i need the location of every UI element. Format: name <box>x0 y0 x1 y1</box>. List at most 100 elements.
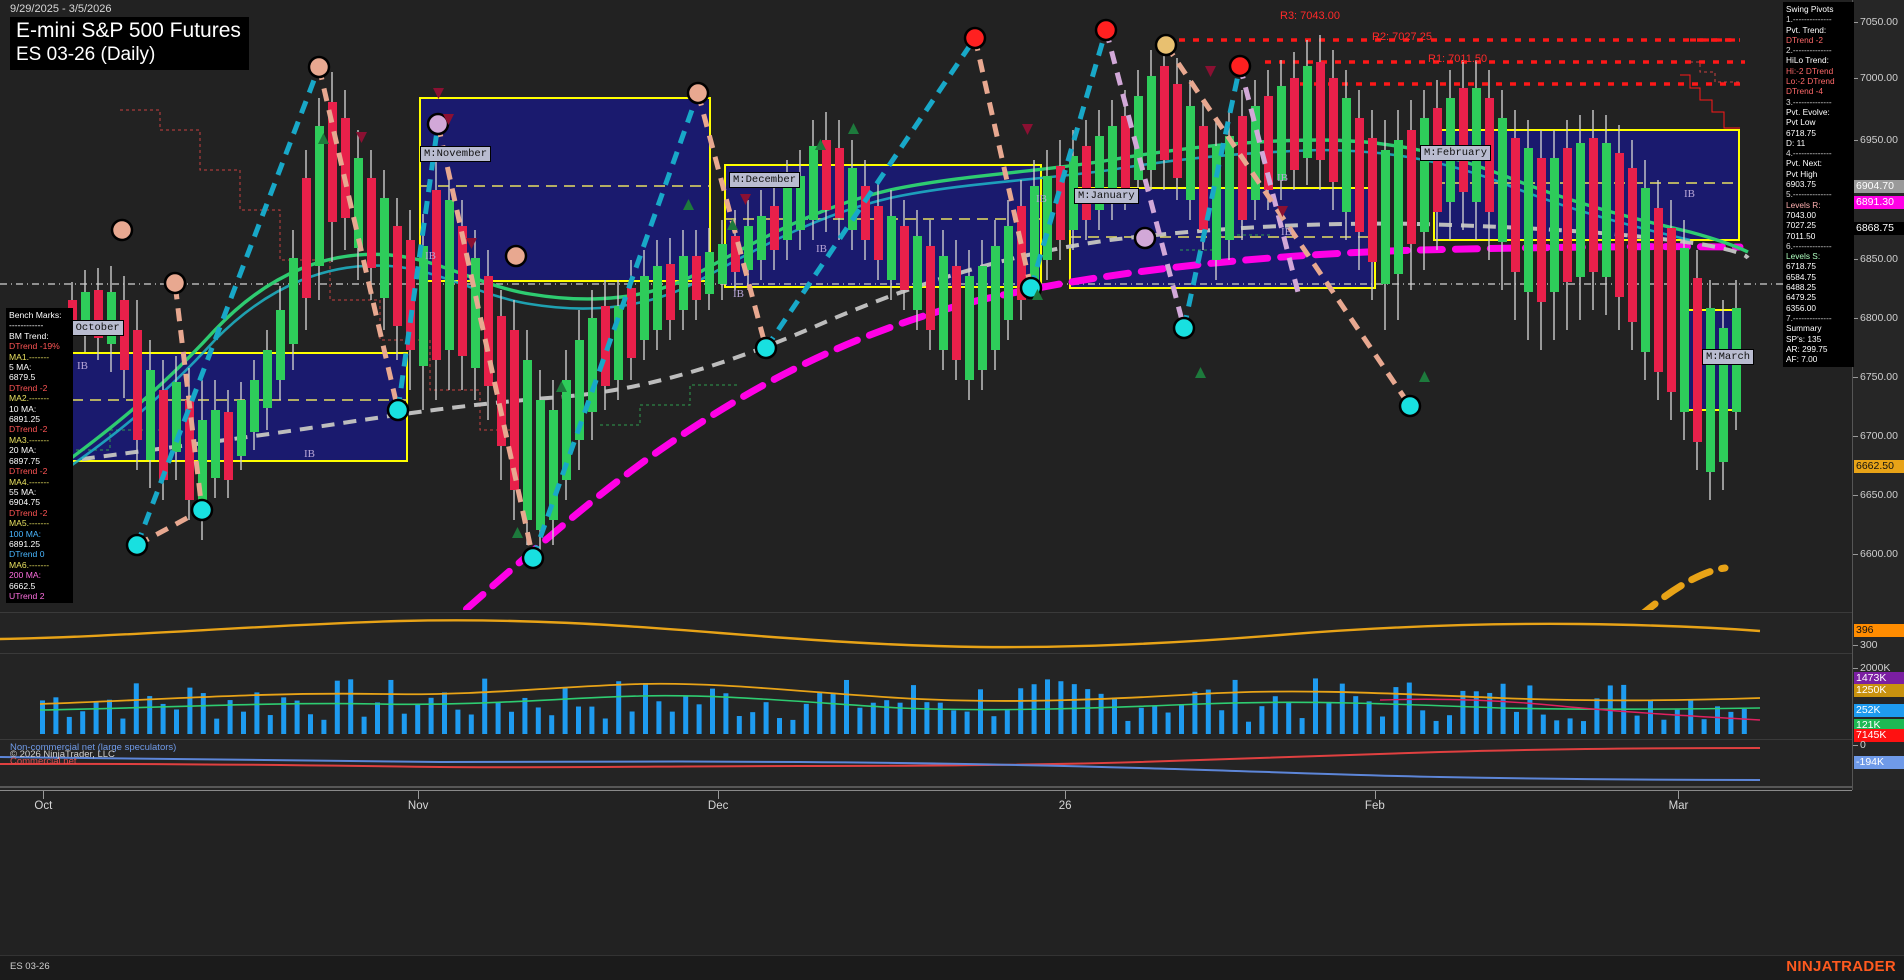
benchmark-row: UTrend 2 <box>9 590 45 601</box>
volume-bar <box>1313 678 1318 734</box>
benchmark-row: 6904.75 <box>9 497 41 508</box>
volume-bar <box>1648 700 1653 734</box>
ib-label: IB <box>1036 193 1047 205</box>
ib-label: IB <box>733 288 744 300</box>
month-chip-december[interactable]: M:December <box>729 172 801 188</box>
swing-pivot-row: Pvt. Next: <box>1786 158 1822 169</box>
swing-pivot-row: Pvt. Trend: <box>1786 24 1827 35</box>
swing-pivot-row: 1.-------------- <box>1786 14 1832 25</box>
swing-pivot-row: 2.-------------- <box>1786 45 1832 56</box>
volume-bar <box>200 693 206 734</box>
volume-bar <box>147 696 153 734</box>
price-axis-tick: 6700.00 <box>1853 430 1904 442</box>
benchmark-row: DTrend -2 <box>9 507 48 518</box>
volume-bar <box>174 709 179 734</box>
oscillator-marker[interactable]: 396 <box>1854 624 1904 637</box>
swing-pivot-row: SP's: 135 <box>1786 333 1822 344</box>
last-price-marker[interactable]: 6904.70 <box>1854 180 1904 193</box>
volume-axis-tick: 2000K <box>1853 662 1904 674</box>
volume-bar <box>803 703 809 734</box>
swing-trendlines <box>134 29 1413 559</box>
candlestick-series <box>68 35 1741 560</box>
volume-pane[interactable] <box>0 653 1852 739</box>
benchmark-row: DTrend -2 <box>9 466 48 477</box>
volume-bar <box>1259 706 1265 734</box>
volume-bar <box>1098 693 1104 734</box>
volume-bar <box>321 719 327 734</box>
volume-bar <box>696 704 702 734</box>
swing-pivot-row: DTrend -4 <box>1786 86 1824 97</box>
volume-bar <box>388 679 394 734</box>
cot-marker-lightblue[interactable]: -194K <box>1854 756 1904 769</box>
benchmark-row: 100 MA: <box>9 528 42 539</box>
volume-bar <box>1514 711 1519 734</box>
price-marker-black[interactable]: 6868.75 <box>1854 222 1904 235</box>
swing-pivot-row: 7043.00 <box>1786 209 1816 220</box>
swing-pivot-row: 4.-------------- <box>1786 148 1832 159</box>
swing-pivot-row: 6.-------------- <box>1786 240 1832 251</box>
price-marker-orange[interactable]: 6662.50 <box>1854 460 1904 473</box>
time-axis-label: Oct <box>34 800 53 812</box>
volume-bar <box>254 692 260 734</box>
volume-bar <box>576 706 581 734</box>
cot-pane[interactable] <box>0 739 1852 790</box>
oscillator-pane[interactable] <box>0 612 1852 653</box>
swing-pivot-row: Levels R: <box>1786 199 1821 210</box>
benchmark-row: 10 MA: <box>9 403 37 414</box>
volume-marker-gold[interactable]: 1250K <box>1854 684 1904 697</box>
ib-label: IB <box>816 243 827 255</box>
benchmarks-sep: ------------ <box>9 320 44 331</box>
time-axis-tick <box>1678 791 1680 799</box>
instrument-name: E-mini S&P 500 Futures <box>16 19 241 42</box>
swing-pivot-row: 7.-------------- <box>1786 312 1832 323</box>
swing-pivot-row: Pvt Low <box>1786 117 1816 128</box>
volume-bar <box>750 712 756 734</box>
benchmark-row: 200 MA: <box>9 570 42 581</box>
volume-bar <box>1594 698 1600 734</box>
volume-bar <box>415 703 421 734</box>
cot-marker-green[interactable]: 121K <box>1854 719 1904 732</box>
month-chip-january[interactable]: M:January <box>1074 188 1139 204</box>
volume-bar <box>40 700 45 734</box>
candle-bodies <box>68 62 1741 530</box>
swing-pivot-row: 6903.75 <box>1786 179 1816 190</box>
price-axis-tick: 6950.00 <box>1853 134 1904 146</box>
swing-pivot-row: AF: 7.00 <box>1786 354 1818 365</box>
benchmark-row: 20 MA: <box>9 445 37 456</box>
ib-label: IB <box>77 360 88 372</box>
price-chart-pane[interactable]: M:October M:November M:December M:Januar… <box>0 0 1852 610</box>
swing-pivots-panel[interactable]: Swing Pivots 1.-------------- Pvt. Trend:… <box>1783 2 1854 368</box>
volume-bar <box>897 702 903 734</box>
volume-bar <box>1299 718 1305 734</box>
price-axis[interactable]: 7050.00 7000.00 6950.00 6850.00 6800.00 6750.… <box>1852 0 1904 790</box>
volume-bar <box>1246 721 1251 734</box>
volume-bar <box>1406 682 1412 734</box>
volume-bar <box>589 706 595 734</box>
benchmark-row: 6891.25 <box>9 414 41 425</box>
volume-svg <box>39 678 1761 734</box>
time-axis-tick <box>1374 791 1376 799</box>
volume-axis-tick: 0 <box>1853 739 1904 751</box>
volume-marker-purple[interactable]: 1473K <box>1854 672 1904 685</box>
month-chip-march[interactable]: M:March <box>1702 349 1755 365</box>
r2-level-label: R2: 7027.25 <box>1372 31 1432 43</box>
volume-bar <box>1661 719 1667 734</box>
volume-bar <box>334 680 340 734</box>
volume-bar <box>1219 710 1225 734</box>
volume-bar <box>375 702 380 734</box>
volume-bar <box>1728 711 1734 734</box>
signal-triangles <box>318 66 1430 538</box>
volume-bar <box>1339 683 1345 734</box>
benchmark-row: 6879.5 <box>9 372 36 383</box>
volume-bar <box>361 716 367 734</box>
month-chip-november[interactable]: M:November <box>420 146 492 162</box>
month-chip-february[interactable]: M:February <box>1420 145 1492 161</box>
swing-pivot-row: 7027.25 <box>1786 220 1816 231</box>
volume-bar <box>1674 709 1680 734</box>
cot-marker-red[interactable]: 7145K <box>1854 729 1904 742</box>
volume-marker-blue[interactable]: 252K <box>1854 704 1904 717</box>
volume-bar <box>562 687 568 734</box>
benchmarks-panel[interactable]: Bench Marks: ------------ BM Trend: DTren… <box>6 308 73 604</box>
volume-bar <box>884 700 890 734</box>
ma-marker-magenta[interactable]: 6891.30 <box>1854 196 1904 209</box>
